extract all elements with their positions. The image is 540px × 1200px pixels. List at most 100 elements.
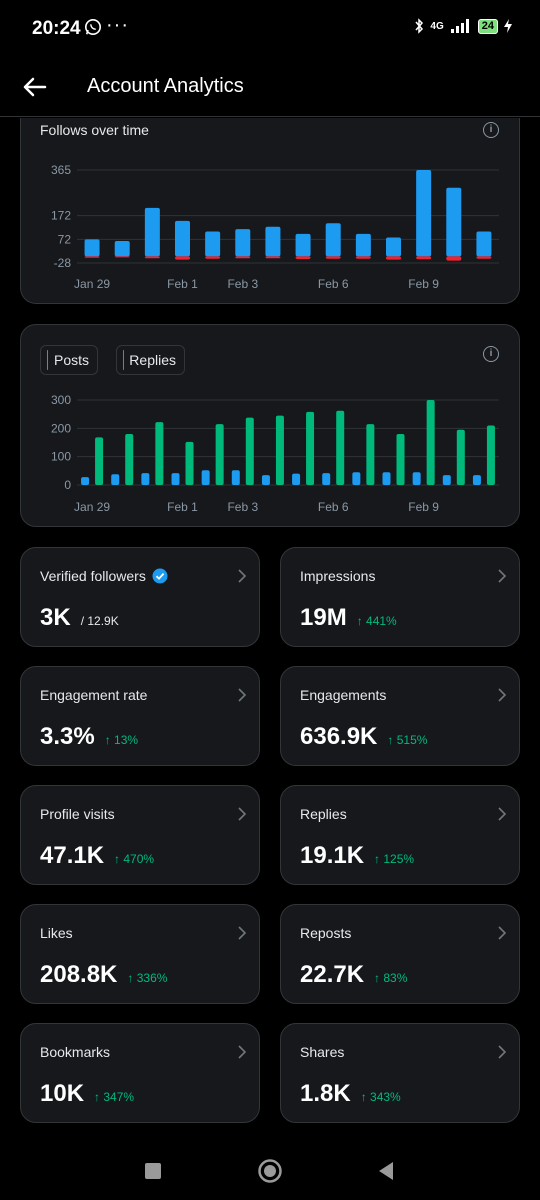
recents-button[interactable] [144,1162,162,1180]
stat-delta: ↑ 125% [374,852,415,866]
bar-lost [446,256,462,261]
y-tick-label: 200 [51,421,71,435]
stat-value: 208.8K [40,961,118,988]
bar-replies [396,434,405,485]
bar-posts [352,472,361,485]
info-icon[interactable]: i [483,346,499,362]
network-type: 4G [430,20,444,32]
stat-label: Engagement rate [40,687,148,703]
system-nav-bar [0,1140,540,1200]
stat-card-engagements[interactable]: Engagements 636.9K ↑ 515% [280,666,520,766]
stat-card-impressions[interactable]: Impressions 19M ↑ 441% [280,547,520,647]
bar-posts [231,470,240,485]
stat-card-bookmarks[interactable]: Bookmarks 10K ↑ 347% [20,1023,260,1123]
stat-label: Replies [300,806,347,822]
x-tick-label: Feb 6 [318,277,349,291]
stat-card-profile-visits[interactable]: Profile visits 47.1K ↑ 470% [20,785,260,885]
stat-card-replies[interactable]: Replies 19.1K ↑ 125% [280,785,520,885]
bar-posts [322,473,331,485]
bar-gained [476,231,492,257]
bar-lost [144,256,160,259]
bar-replies [215,424,224,485]
x-tick-label: Feb 3 [227,277,258,291]
bar-posts [171,473,180,485]
bar-lost [476,256,492,259]
bar-posts [472,475,481,485]
y-tick-label: -28 [54,256,72,270]
legend-replies[interactable]: Replies [116,345,185,375]
more-notifications-icon: ··· [106,14,129,36]
bar-gained [175,220,190,257]
bar-gained [205,231,221,257]
bar-gained [84,239,100,257]
status-bar: 20:24 ··· 4G 24 [0,0,540,58]
stat-label: Profile visits [40,806,115,822]
stat-label: Engagements [300,687,387,703]
bar-lost [355,256,371,259]
bar-lost [416,256,432,260]
bar-replies [155,422,164,485]
x-tick-label: Feb 1 [167,277,198,291]
bar-lost [325,256,341,259]
status-time: 20:24 [32,18,81,39]
activity-chart-card: Posts Replies i 300 200 100 0 Jan 29 Feb 1 Feb… [20,324,520,527]
stat-value: 10K [40,1080,85,1107]
back-button[interactable] [377,1161,395,1181]
stat-card-likes[interactable]: Likes 208.8K ↑ 336% [20,904,260,1004]
y-tick-label: 300 [51,393,71,407]
chevron-right-icon [498,569,507,583]
bar-lost [84,256,100,258]
legend-posts-label: Posts [53,352,89,368]
bar-replies [486,425,495,485]
home-button[interactable] [257,1158,283,1184]
stat-total: / 12.9K [80,614,119,628]
bar-posts [382,472,391,485]
bar-gained [355,233,371,257]
chevron-right-icon [238,1045,247,1059]
bar-lost [175,256,190,260]
stat-label: Likes [40,925,73,941]
y-tick-label: 100 [51,450,71,464]
chevron-right-icon [238,926,247,940]
stat-value: 1.8K [300,1080,351,1107]
stat-value: 19.1K [300,842,365,869]
bluetooth-icon [415,18,424,34]
bar-gained [114,240,130,257]
whatsapp-icon [84,18,102,36]
bar-posts [442,475,451,485]
bar-lost [295,256,311,259]
stat-value: 636.9K [300,723,378,750]
app-bar: Account Analytics [0,58,540,117]
stat-card-shares[interactable]: Shares 1.8K ↑ 343% [280,1023,520,1123]
bar-replies [275,415,284,485]
stat-value: 3.3% [40,723,95,750]
info-icon[interactable]: i [483,122,499,138]
x-tick-label: Feb 9 [408,500,439,514]
chevron-right-icon [238,807,247,821]
bar-replies [336,410,345,485]
legend-posts[interactable]: Posts [40,345,98,375]
bar-replies [245,417,254,485]
bar-posts [292,473,301,485]
bar-lost [114,256,130,258]
x-tick-label: Jan 29 [74,277,110,291]
stat-card-engagement-rate[interactable]: Engagement rate 3.3% ↑ 13% [20,666,260,766]
stat-card-reposts[interactable]: Reposts 22.7K ↑ 83% [280,904,520,1004]
stat-value: 19M [300,604,347,631]
bar-posts [261,475,270,485]
verified-badge-icon [152,568,168,584]
stat-card-verified-followers[interactable]: Verified followers 3K / 12.9K [20,547,260,647]
stat-delta: ↑ 336% [127,971,168,985]
stat-label: Shares [300,1044,345,1060]
bar-replies [125,434,134,485]
posts-swatch [47,350,48,370]
back-arrow-icon[interactable] [22,74,48,100]
x-tick-label: Feb 1 [167,500,198,514]
bar-replies [95,437,104,485]
bar-gained [265,226,281,257]
stat-delta: ↑ 441% [356,614,397,628]
charging-icon [504,19,512,33]
stat-value: 3K [40,604,71,631]
page-title: Account Analytics [87,75,244,97]
